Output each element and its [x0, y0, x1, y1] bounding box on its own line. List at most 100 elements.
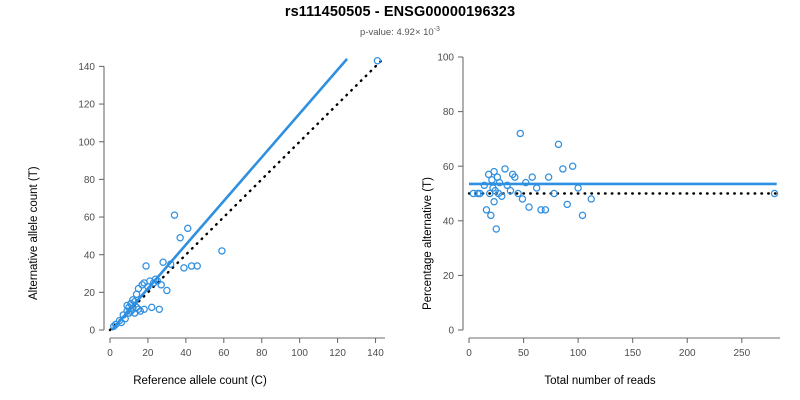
right-y-tick-label-0: 0: [448, 326, 454, 337]
data-point: [170, 211, 179, 219]
data-point: [568, 162, 577, 170]
data-point: [514, 189, 522, 198]
right-x-tick-label-0: 0: [466, 348, 472, 359]
data-point: [193, 262, 201, 270]
left-x-tick-label-4: 80: [256, 348, 268, 359]
data-point: [522, 178, 530, 187]
data-point: [490, 167, 498, 176]
right-y-tick-label-1: 20: [443, 271, 455, 282]
data-point: [474, 189, 482, 198]
data-point: [125, 303, 133, 312]
data-point: [518, 195, 527, 203]
data-point: [123, 301, 131, 310]
left-y-tick-label-1: 20: [84, 288, 96, 299]
left-y-tick-label-4: 80: [84, 175, 96, 186]
data-point: [501, 165, 509, 173]
data-point: [516, 129, 525, 138]
right-x-tick-label-4: 200: [679, 348, 696, 359]
left-reference-line: [108, 59, 383, 332]
data-point: [373, 57, 382, 65]
right-x-tick-label-3: 150: [624, 348, 641, 359]
pvalue-text: p-value: 4.92× 10: [360, 27, 434, 39]
left-x-axis-label: Reference allele count (C): [133, 375, 267, 387]
data-point: [180, 264, 188, 272]
data-point: [134, 284, 143, 293]
data-point: [506, 187, 515, 195]
right-points-group: [469, 129, 779, 233]
data-point: [511, 173, 519, 181]
right-plot-canvas: 0 20 40 60 80 100 0 50 100 150 200 250: [437, 53, 782, 359]
left-y-tick-label-6: 120: [78, 100, 95, 111]
data-point: [476, 189, 484, 198]
left-x-tick-label-7: 140: [367, 348, 384, 359]
left-y-axis-label: Alternative allele count (T): [28, 166, 40, 300]
data-point: [528, 173, 537, 181]
left-y-tick-label-2: 40: [84, 250, 96, 261]
data-point: [525, 203, 533, 211]
data-point: [132, 303, 141, 312]
left-points-group: [110, 57, 382, 330]
left-y-tick-label-5: 100: [78, 137, 95, 148]
right-y-tick-label-4: 80: [443, 107, 455, 118]
data-point: [142, 262, 150, 270]
data-point: [163, 286, 171, 295]
right-x-tick-label-2: 100: [570, 348, 587, 359]
data-point: [127, 307, 135, 315]
right-y-tick-label-5: 100: [437, 53, 454, 64]
right-y-tick-label-3: 60: [443, 162, 455, 173]
right-y-axis-label: Percentage alternative (T): [422, 177, 434, 310]
data-point: [121, 314, 129, 323]
data-point: [159, 258, 167, 266]
left-x-tick-label-3: 60: [218, 348, 230, 359]
right-x-tick-label-1: 50: [518, 348, 530, 359]
figure-title: rs111450505 - ENSG00000196323: [284, 4, 516, 20]
left-x-tick-label-2: 40: [180, 348, 192, 359]
data-point: [495, 178, 504, 187]
data-point: [184, 224, 192, 233]
data-point: [153, 277, 162, 285]
data-point: [587, 195, 595, 203]
data-point: [482, 206, 491, 214]
data-point: [490, 197, 498, 206]
data-point: [129, 296, 137, 304]
data-point: [498, 192, 506, 200]
data-point: [487, 211, 495, 220]
left-scatter-panel: 0 20 40 60 80 100 120 140 0 20 40 60 80 100 120 140 Alt…: [28, 57, 385, 387]
data-point: [492, 225, 501, 233]
left-plot-canvas: 0 20 40 60 80 100 120 140 0 20 40 60 80 100 120 140: [78, 57, 385, 359]
right-x-axis-label: Total number of reads: [544, 375, 656, 387]
data-point: [117, 318, 126, 327]
right-scatter-panel: 0 20 40 60 80 100 0 50 100 150 200 250 Percentage a…: [400, 0, 800, 400]
data-point: [544, 173, 553, 181]
data-point: [578, 211, 587, 220]
left-y-tick-label-7: 140: [78, 62, 95, 73]
left-x-tick-label-6: 120: [329, 348, 346, 359]
data-point: [157, 281, 165, 289]
left-x-tick-label-5: 100: [291, 348, 308, 359]
data-point: [574, 184, 582, 192]
left-y-tick-label-0: 0: [89, 326, 95, 337]
data-point: [537, 206, 545, 214]
data-point: [532, 184, 541, 192]
pvalue-exponent: -3: [433, 26, 440, 33]
data-point: [554, 140, 563, 149]
data-point: [110, 322, 118, 330]
data-point: [176, 234, 184, 242]
data-point: [770, 189, 779, 198]
data-point: [563, 200, 571, 209]
data-point: [140, 305, 148, 314]
data-point: [147, 303, 156, 312]
data-point: [149, 279, 158, 287]
left-x-tick-label-1: 20: [142, 348, 154, 359]
left-y-tick-label-3: 60: [84, 213, 96, 224]
data-point: [503, 181, 511, 190]
data-point: [136, 307, 145, 315]
data-point: [550, 189, 558, 198]
data-point: [541, 206, 550, 214]
left-x-tick-label-0: 0: [107, 348, 113, 359]
data-point: [151, 275, 160, 283]
right-x-tick-label-5: 250: [733, 348, 750, 359]
data-point: [480, 181, 489, 190]
data-point: [218, 247, 226, 255]
